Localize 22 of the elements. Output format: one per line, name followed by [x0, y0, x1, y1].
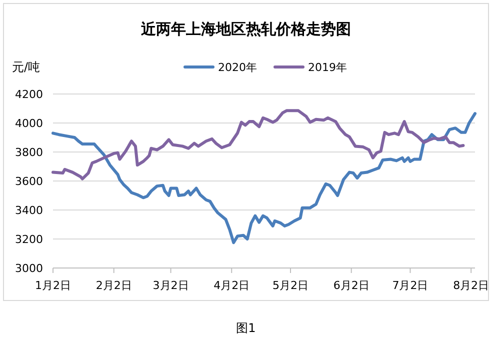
x-tick-label: 6月2日 — [333, 279, 370, 292]
y-tick-label: 3000 — [15, 262, 43, 275]
legend-label: 2019年 — [308, 61, 347, 74]
line-series — [52, 109, 465, 180]
chart-title: 近两年上海地区热轧价格走势图 — [140, 20, 351, 38]
y-axis-title: 元/吨 — [12, 60, 40, 74]
x-tick-label: 2月2日 — [96, 279, 132, 292]
y-tick-label: 3800 — [15, 146, 43, 159]
x-tick-label: 7月2日 — [392, 279, 428, 292]
y-tick-label: 3600 — [15, 175, 43, 188]
line-series — [52, 112, 476, 244]
y-tick-label: 4000 — [15, 117, 43, 130]
x-tick-label: 4月2日 — [214, 279, 250, 292]
y-tick-label: 3400 — [15, 204, 43, 217]
caption: 图1 — [236, 321, 256, 335]
x-tick-label: 3月2日 — [152, 279, 189, 292]
x-tick-label: 5月2日 — [272, 279, 308, 292]
legend-label: 2020年 — [218, 61, 257, 74]
y-tick-label: 3200 — [15, 233, 43, 246]
x-tick-label: 8月2日 — [453, 279, 490, 292]
x-tick-label: 1月2日 — [35, 279, 71, 292]
y-tick-label: 4200 — [15, 88, 43, 101]
